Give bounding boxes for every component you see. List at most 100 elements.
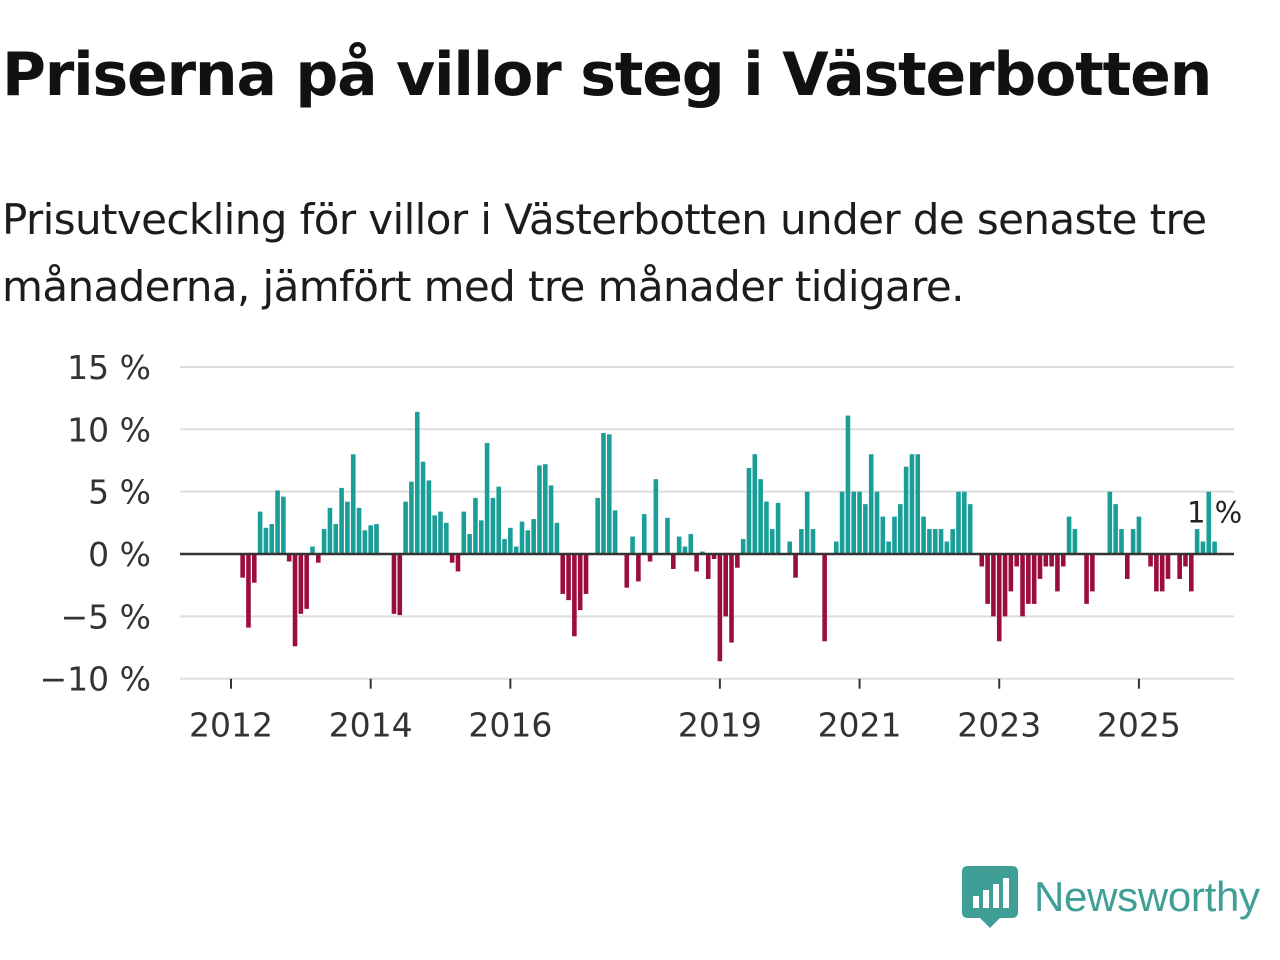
bar <box>438 511 443 554</box>
bar <box>688 534 694 554</box>
bar <box>286 554 292 562</box>
bar <box>717 554 723 662</box>
bar <box>903 466 909 554</box>
chart-title: Priserna på villor steg i Västerbotten <box>2 40 1212 110</box>
bar <box>257 511 263 554</box>
bar <box>1066 516 1072 554</box>
x-tick-label: 2014 <box>329 706 413 745</box>
bar <box>455 554 461 572</box>
bar <box>1124 554 1130 579</box>
bar <box>1159 554 1165 592</box>
bar <box>967 504 973 554</box>
y-tick-label: 0 % <box>88 535 151 574</box>
bar <box>251 554 257 583</box>
bar <box>391 554 397 614</box>
bar <box>775 502 781 554</box>
bar <box>886 541 891 554</box>
bar <box>1031 554 1037 604</box>
bar <box>601 433 606 554</box>
bar <box>269 524 275 554</box>
bar <box>1002 554 1008 617</box>
x-tick-label: 2019 <box>678 706 762 745</box>
y-tick-label: 5 % <box>88 473 151 512</box>
bar <box>490 497 496 554</box>
brand-name: Newsworthy <box>1034 873 1260 920</box>
bar <box>350 454 356 554</box>
bar <box>1090 554 1095 592</box>
bar <box>1183 554 1188 567</box>
bar <box>979 554 985 567</box>
bar <box>1060 554 1066 567</box>
y-tick-label: 10 % <box>67 410 151 449</box>
gridlines <box>180 365 1234 680</box>
newsworthy-logo-icon <box>962 866 1018 928</box>
bar <box>583 554 589 594</box>
bar <box>304 554 309 609</box>
y-tick-label: −10 % <box>40 660 152 699</box>
bar <box>868 454 874 554</box>
bar <box>1084 554 1089 604</box>
bar <box>758 479 763 554</box>
brand-logo: Newsworthy <box>962 866 1260 928</box>
bars <box>240 411 1217 662</box>
bar <box>991 554 996 617</box>
bar <box>461 511 467 554</box>
bar <box>240 554 245 578</box>
bar <box>572 554 577 637</box>
bar <box>327 507 333 554</box>
bar <box>246 554 251 628</box>
bar <box>833 541 839 554</box>
bar <box>1113 504 1118 554</box>
bar <box>1212 541 1217 554</box>
x-tick-label: 2012 <box>189 706 273 745</box>
bar <box>630 536 635 554</box>
bar <box>932 529 938 554</box>
y-tick-label: 15 % <box>67 348 151 387</box>
chart-subtitle: Prisutveckling för villor i Västerbotten… <box>2 195 1207 311</box>
bar <box>671 554 676 569</box>
bar <box>484 443 490 554</box>
bar <box>449 554 455 563</box>
bar <box>665 517 670 554</box>
bar <box>647 554 653 562</box>
bar <box>1037 554 1043 579</box>
bar <box>374 524 379 554</box>
bar <box>478 520 484 554</box>
bar <box>298 554 304 614</box>
bar <box>1049 554 1054 567</box>
y-tick-label: −5 % <box>61 597 152 636</box>
bar <box>927 529 932 554</box>
x-tick-label: 2023 <box>957 706 1041 745</box>
bar <box>1206 491 1212 554</box>
bar <box>787 541 793 554</box>
bar <box>1008 554 1014 592</box>
bar <box>676 536 682 554</box>
x-tick-label: 2025 <box>1097 706 1181 745</box>
bar <box>740 539 746 554</box>
bar <box>793 554 798 578</box>
x-tick-label: 2016 <box>468 706 552 745</box>
bar <box>368 525 373 554</box>
bar <box>892 516 897 554</box>
bar <box>839 491 845 554</box>
bar <box>641 514 647 554</box>
bar <box>915 454 921 554</box>
bar <box>339 487 344 554</box>
bar <box>542 464 548 554</box>
bar <box>723 554 728 617</box>
bar <box>822 554 827 642</box>
bar <box>362 530 368 554</box>
bar <box>1026 554 1031 604</box>
bar <box>432 515 437 554</box>
bar <box>799 529 804 554</box>
bar <box>548 485 554 554</box>
bar <box>845 415 851 554</box>
bar <box>292 554 298 647</box>
bar <box>1165 554 1171 579</box>
bar <box>624 554 630 588</box>
bar <box>711 554 717 559</box>
bar <box>537 465 542 554</box>
bar <box>1130 529 1136 554</box>
bar <box>595 497 600 554</box>
bar <box>874 491 880 554</box>
